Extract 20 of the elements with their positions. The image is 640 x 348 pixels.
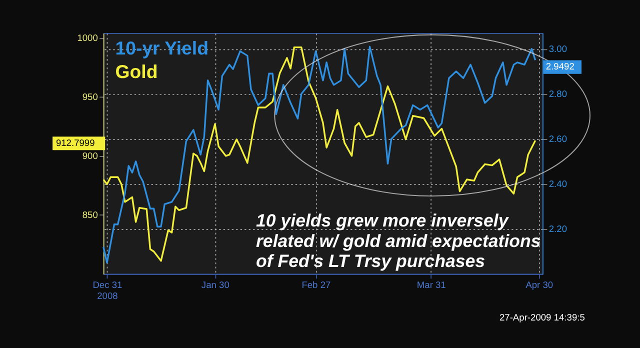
y2-tick-label: 3.00 — [548, 44, 567, 54]
y-tick-label: 950 — [82, 92, 98, 102]
text: Gold — [115, 61, 158, 82]
y-tick-label: 900 — [82, 150, 98, 161]
y-tick-label: 850 — [82, 210, 98, 220]
y2-tick-label: 2.40 — [548, 178, 567, 189]
text: 27-Apr-2009 14:39:5 — [499, 312, 585, 323]
x-tick-label: Apr 30 — [526, 280, 554, 290]
text: 912.7999 — [56, 138, 95, 148]
x-tick-label: Dec 31 2008 — [92, 280, 122, 301]
x-tick-label: Jan 30 — [201, 280, 230, 290]
x-tick-label: Mar 31 — [416, 280, 446, 290]
y2-tick-label: 2.80 — [548, 88, 567, 99]
text: 2.9492 — [546, 62, 574, 72]
series-label: 10-yr Yield — [115, 37, 208, 58]
y2-tick-label: 2.60 — [548, 134, 567, 144]
x-tick-label: Feb 27 — [302, 280, 331, 290]
annotation: 10 yields grew more inversely related w/ gold amid expectations of Fed's LT Trsy purchases — [256, 210, 541, 272]
y-tick-label: 1000 — [77, 32, 98, 43]
y2-tick-label: 2.20 — [548, 224, 567, 234]
